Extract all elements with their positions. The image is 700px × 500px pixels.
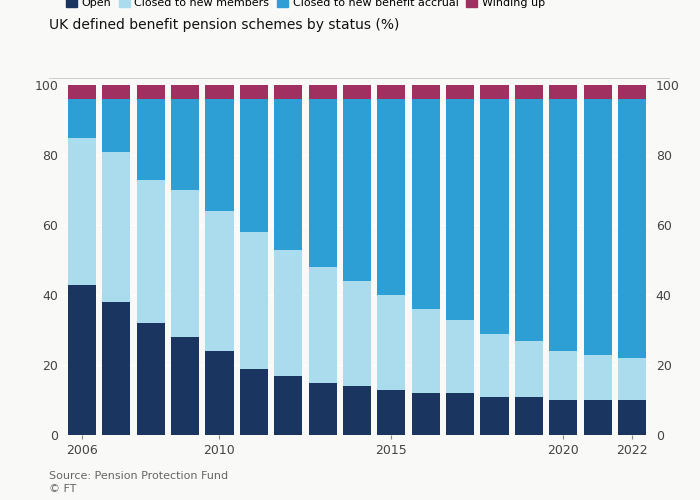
Bar	[412, 393, 440, 435]
Bar	[274, 85, 302, 99]
Bar	[446, 393, 475, 435]
Bar	[480, 85, 509, 99]
Bar	[377, 85, 405, 99]
Bar	[584, 85, 612, 99]
Bar	[412, 85, 440, 99]
Bar	[446, 320, 475, 393]
Bar	[514, 85, 543, 99]
Bar	[239, 85, 268, 99]
Bar	[309, 382, 337, 435]
Bar	[68, 85, 96, 99]
Bar	[274, 376, 302, 435]
Bar	[618, 400, 646, 435]
Bar	[205, 85, 234, 99]
Bar	[136, 180, 164, 323]
Bar	[102, 99, 130, 152]
Bar	[274, 250, 302, 376]
Bar	[584, 400, 612, 435]
Bar	[68, 284, 96, 435]
Bar	[171, 337, 199, 435]
Bar	[205, 351, 234, 435]
Bar	[274, 99, 302, 250]
Bar	[377, 99, 405, 295]
Bar	[309, 99, 337, 267]
Bar	[480, 334, 509, 396]
Bar	[309, 267, 337, 382]
Bar	[550, 85, 578, 99]
Bar	[618, 85, 646, 99]
Bar	[343, 85, 371, 99]
Bar	[343, 386, 371, 435]
Bar	[584, 99, 612, 354]
Legend: Open, Closed to new members, Closed to new benefit accrual, Winding up: Open, Closed to new members, Closed to n…	[66, 0, 545, 8]
Bar	[584, 354, 612, 400]
Bar	[377, 295, 405, 390]
Bar	[205, 99, 234, 211]
Bar	[239, 99, 268, 232]
Bar	[171, 190, 199, 337]
Bar	[514, 340, 543, 396]
Bar	[102, 152, 130, 302]
Bar	[618, 358, 646, 400]
Bar	[550, 99, 578, 351]
Bar	[68, 99, 96, 138]
Bar	[412, 99, 440, 309]
Text: UK defined benefit pension schemes by status (%): UK defined benefit pension schemes by st…	[49, 18, 400, 32]
Bar	[550, 351, 578, 400]
Bar	[514, 99, 543, 340]
Bar	[446, 85, 475, 99]
Bar	[102, 302, 130, 435]
Bar	[171, 85, 199, 99]
Bar	[343, 99, 371, 281]
Bar	[171, 99, 199, 190]
Bar	[550, 400, 578, 435]
Bar	[205, 211, 234, 351]
Bar	[136, 99, 164, 180]
Bar	[377, 390, 405, 435]
Bar	[480, 396, 509, 435]
Bar	[412, 309, 440, 393]
Bar	[239, 232, 268, 368]
Bar	[239, 368, 268, 435]
Bar	[68, 138, 96, 284]
Bar	[309, 85, 337, 99]
Bar	[136, 85, 164, 99]
Bar	[102, 85, 130, 99]
Text: © FT: © FT	[49, 484, 76, 494]
Text: Source: Pension Protection Fund: Source: Pension Protection Fund	[49, 471, 228, 481]
Bar	[618, 99, 646, 358]
Bar	[480, 99, 509, 334]
Bar	[446, 99, 475, 320]
Bar	[514, 396, 543, 435]
Bar	[136, 323, 164, 435]
Bar	[343, 281, 371, 386]
